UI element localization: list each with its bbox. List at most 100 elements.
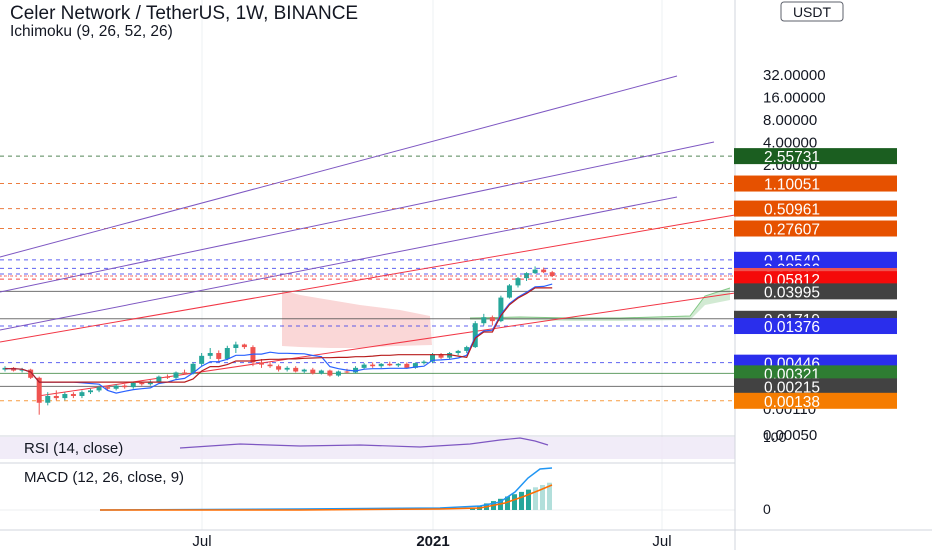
price-label-bg (734, 200, 897, 217)
candle (506, 284, 512, 299)
candle (28, 368, 34, 379)
candle-body (361, 364, 367, 368)
candle (378, 363, 384, 368)
price-axis: 32.0000016.000008.000004.000000.001100.0… (734, 0, 932, 550)
candle-body (421, 361, 427, 364)
candle-body (105, 387, 111, 389)
candle-body (259, 362, 264, 365)
candle-body (412, 363, 418, 368)
candle (276, 364, 282, 372)
price-label-bg (734, 283, 897, 300)
candle-body (28, 369, 34, 378)
macd-histogram-bar (547, 482, 552, 510)
ichimoku-lines (5, 283, 553, 394)
candle (455, 349, 461, 356)
candle (164, 374, 170, 379)
channel-line (0, 141, 715, 293)
candle-body (182, 372, 188, 374)
price-label-text: 0.00138 (764, 394, 820, 411)
macd-signal (100, 484, 553, 511)
channel-line (37, 292, 736, 397)
candle-body (164, 376, 170, 378)
candle (404, 362, 410, 369)
candle-body (549, 272, 555, 276)
x-tick-label: Jul (652, 533, 671, 550)
senkou-a (469, 287, 731, 319)
candle-body (79, 392, 85, 396)
candle-body (481, 317, 487, 324)
candle (421, 360, 427, 365)
candle-body (267, 364, 273, 367)
candle-body (370, 364, 376, 367)
candle (524, 272, 530, 281)
macd-histogram-bar (533, 487, 538, 510)
candle-body (472, 323, 478, 348)
candle (472, 321, 478, 349)
macd-histogram-bar (540, 485, 545, 510)
candle-body (113, 385, 119, 389)
candle (216, 350, 222, 363)
candle-body (301, 369, 307, 372)
candle-body (88, 390, 93, 393)
price-label-bg (734, 365, 897, 382)
candle-body (532, 269, 538, 274)
candle (438, 353, 444, 359)
candle (79, 390, 85, 399)
price-label-text: 1.10051 (764, 177, 820, 194)
time-axis: Jul 2021 Jul (0, 529, 735, 550)
macd-histogram-bar (526, 489, 531, 510)
chart-title: Celer Network / TetherUS, 1W, BINANCE (10, 3, 358, 24)
price-label-text: 0.01376 (764, 319, 820, 336)
macd-pane (0, 462, 735, 511)
price-label-text: 0.03995 (764, 284, 820, 301)
candle-body (524, 273, 530, 279)
candle-body (515, 278, 521, 286)
candle (498, 295, 504, 323)
y-tick-label: 8.00000 (763, 112, 817, 129)
candle (122, 384, 128, 389)
candle-body (353, 367, 359, 373)
candle (53, 390, 59, 401)
candle-body (96, 387, 102, 391)
macd-histogram-bar (519, 491, 524, 510)
candle-body (19, 369, 25, 371)
macd-histogram-bar (512, 494, 517, 510)
price-label-bg (734, 318, 897, 335)
candle (62, 392, 68, 401)
candle (395, 363, 401, 368)
candle-body (233, 344, 239, 349)
candle (70, 392, 76, 399)
price-label-text: 2.55731 (764, 149, 820, 166)
candle-body (130, 382, 136, 388)
candle (284, 366, 290, 372)
candle-body (506, 285, 512, 298)
candle-body (284, 367, 290, 370)
candle-body (147, 381, 153, 385)
candle (182, 369, 188, 375)
candle-body (344, 371, 350, 373)
candle-body (207, 353, 213, 356)
candle-body (241, 344, 247, 348)
candle-body (199, 355, 205, 364)
candle (301, 368, 307, 374)
candle (353, 366, 359, 374)
price-label-bg (734, 378, 897, 395)
candle (532, 266, 538, 275)
candle-body (387, 363, 393, 366)
candle-body (335, 371, 341, 376)
price-labels: 2.557311.100510.509610.276070.105400.080… (0, 148, 897, 411)
tenkan-sen (5, 283, 553, 394)
candle (267, 362, 273, 368)
macd-axis-tick: 0 (763, 501, 771, 517)
candle (36, 376, 42, 415)
currency-badge[interactable] (780, 1, 844, 22)
candle-body (293, 367, 299, 372)
y-tick-label: 16.00000 (763, 89, 826, 106)
candle (199, 353, 205, 367)
candles-layer (2, 266, 555, 415)
candle (318, 369, 324, 375)
y-tick-label: 0.00050 (763, 427, 817, 444)
candle-body (173, 372, 179, 378)
